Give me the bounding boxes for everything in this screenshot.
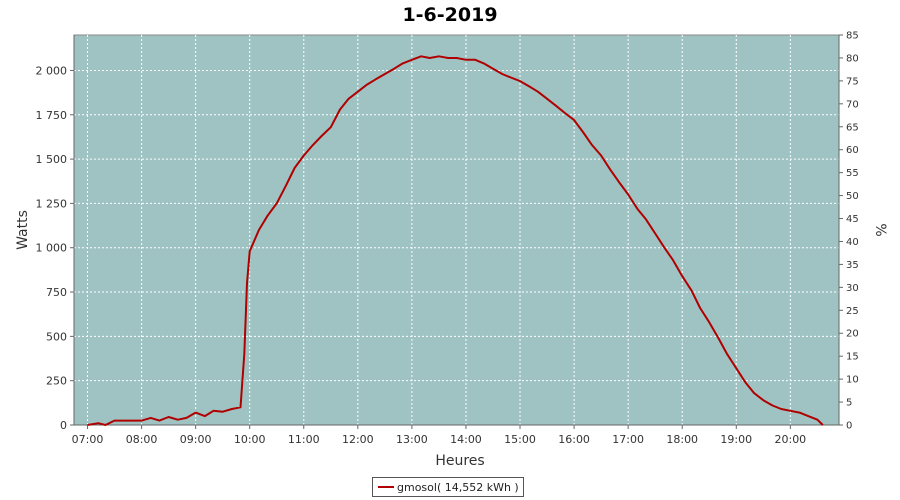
legend-label: gmosol( 14,552 kWh ) [397,480,519,494]
y2-tick-label: 65 [846,122,859,133]
y2-tick-label: 75 [846,76,859,87]
x-tick-label: 08:00 [126,433,158,446]
y2-tick-label: 30 [846,283,859,294]
x-tick-label: 19:00 [720,433,752,446]
y2-tick-label: 55 [846,168,859,179]
y2-tick-label: 80 [846,53,859,64]
y2-tick-label: 45 [846,214,859,225]
y2-tick-label: 25 [846,306,859,317]
y-tick-label: 250 [46,375,67,388]
x-axis-label: Heures [435,453,484,469]
y-axis-left: 0 250 500 750 1 000 1 250 1 500 1 750 2 000 [36,35,75,432]
y-tick-label: 1 500 [36,153,68,166]
y-tick-label: 500 [46,330,67,343]
y2-axis-label: % [872,223,888,236]
y2-tick-label: 10 [846,375,859,386]
chart-title: 1-6-2019 [402,4,497,26]
legend: gmosol( 14,552 kWh ) [372,477,524,497]
x-tick-label: 20:00 [774,433,806,446]
y2-tick-label: 0 [846,421,852,432]
y2-tick-label: 60 [846,145,859,156]
y2-tick-label: 40 [846,237,859,248]
x-tick-label: 16:00 [558,433,590,446]
y2-tick-label: 15 [846,352,859,363]
y-tick-label: 0 [60,419,67,432]
legend-swatch [378,486,394,488]
y2-tick-label: 50 [846,191,859,202]
x-tick-label: 11:00 [288,433,320,446]
y-tick-label: 1 000 [36,242,68,255]
x-tick-label: 17:00 [612,433,644,446]
y2-tick-label: 35 [846,260,859,271]
x-tick-label: 12:00 [342,433,374,446]
x-tick-label: 10:00 [234,433,266,446]
x-tick-label: 18:00 [666,433,698,446]
series-layer [87,55,824,426]
x-tick-label: 15:00 [504,433,536,446]
y-axis-right: 0 5 10 15 20 25 30 35 40 45 50 55 60 65 70 75 80 85 [838,31,859,432]
y2-tick-label: 20 [846,329,859,340]
x-tick-label: 07:00 [72,433,104,446]
y2-tick-label: 70 [846,99,859,110]
series-line-0 [87,55,824,426]
y-tick-label: 750 [46,286,67,299]
x-axis: 07:00 08:00 09:00 10:00 11:00 12:00 13:00 14:00… [72,424,839,446]
y-axis-label: Watts [15,210,31,250]
y2-tick-label: 85 [846,31,859,42]
x-tick-label: 09:00 [180,433,212,446]
x-tick-label: 13:00 [396,433,428,446]
x-tick-label: 14:00 [450,433,482,446]
grid-lines [74,35,839,426]
plot-area [73,34,840,426]
y-tick-label: 1 750 [36,109,68,122]
y-tick-label: 1 250 [36,197,68,210]
y2-tick-label: 5 [846,398,852,409]
y-tick-label: 2 000 [36,64,68,77]
